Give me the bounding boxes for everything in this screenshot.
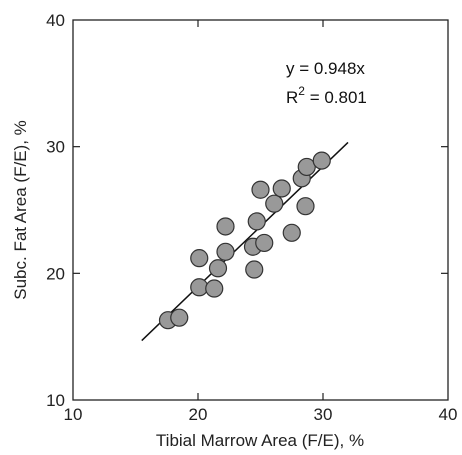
x-tick-label: 40: [439, 405, 458, 424]
tick-label-group: 10 20 30 40 10 20 30 40: [46, 11, 457, 424]
regression-line: [141, 141, 349, 342]
data-point: [282, 223, 301, 242]
data-point: [245, 260, 264, 279]
data-point: [272, 179, 291, 198]
data-point: [312, 151, 331, 170]
plot-frame: [72, 19, 449, 401]
data-point: [255, 233, 274, 253]
y-tick-label: 40: [46, 11, 65, 30]
data-point: [170, 308, 189, 327]
data-point: [208, 259, 228, 278]
data-point: [265, 194, 284, 213]
data-point: [247, 212, 266, 231]
x-tick-label: 30: [314, 405, 333, 424]
data-point: [190, 278, 209, 297]
data-point: [251, 180, 270, 199]
y-tick-label: 20: [46, 264, 65, 283]
data-point: [216, 217, 235, 236]
x-tick-label: 20: [189, 405, 208, 424]
r-squared-prefix: R: [286, 88, 298, 107]
data-point: [296, 197, 315, 216]
y-tick-label: 10: [46, 391, 65, 410]
fit-equation-label: y = 0.948x: [286, 59, 365, 78]
r-squared-value: = 0.801: [305, 88, 367, 107]
data-point: [205, 279, 224, 298]
y-tick-label: 30: [46, 138, 65, 157]
data-points-group: [158, 151, 331, 330]
x-axis-label: Tibial Marrow Area (F/E), %: [156, 431, 364, 450]
x-tick-label: 10: [64, 405, 83, 424]
data-point: [216, 242, 235, 261]
fit-line-group: [141, 141, 349, 342]
tick-group: [73, 20, 448, 400]
y-axis-label: Subc. Fat Area (F/E), %: [11, 120, 30, 300]
data-point: [190, 249, 209, 268]
r-squared-label: R2 = 0.801: [286, 84, 367, 107]
r-squared-superscript: 2: [298, 84, 305, 98]
